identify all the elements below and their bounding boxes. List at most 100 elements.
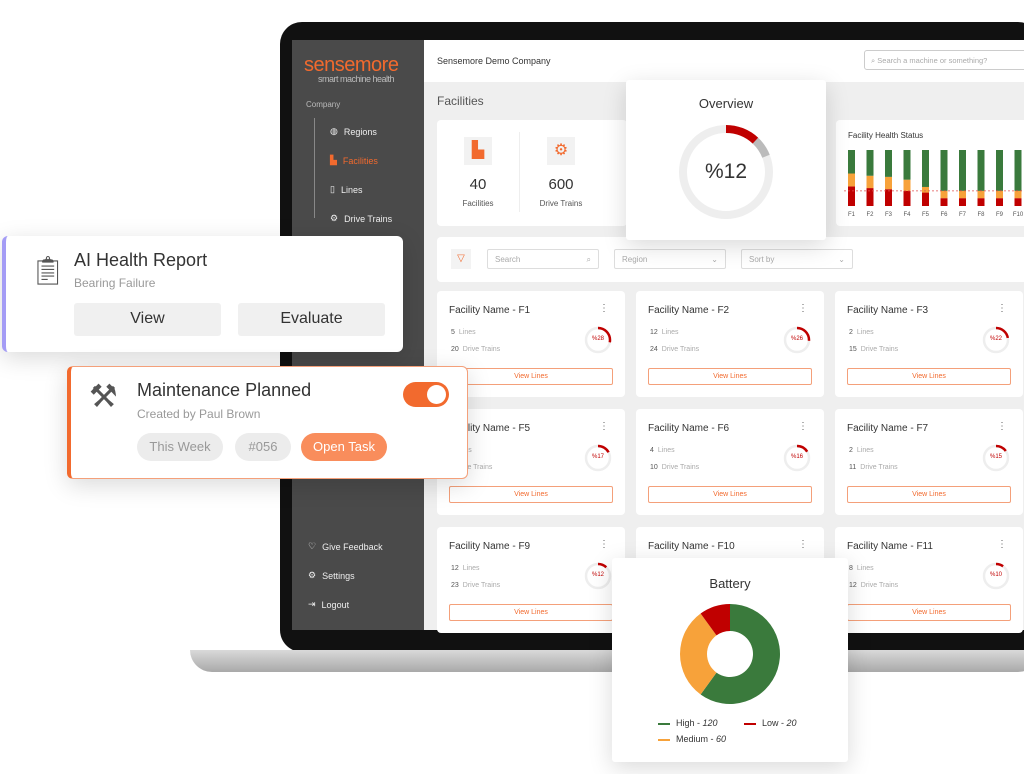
legend-low: Low - 20 — [744, 718, 797, 728]
value: 12 — [849, 582, 857, 589]
more-options-icon[interactable]: ⋮ — [599, 539, 609, 550]
label: Drive Trains — [462, 582, 501, 589]
value: 24 — [650, 346, 658, 353]
factory-icon: ▙ — [464, 137, 492, 165]
bar-segment — [922, 150, 929, 187]
placeholder: Region — [622, 255, 648, 264]
view-lines-button[interactable]: View Lines — [648, 486, 812, 503]
view-lines-button[interactable]: View Lines — [648, 368, 812, 385]
facility-card: Facility Name - F1 ⋮ 5 Lines 20 Drive Trai… — [437, 291, 625, 397]
label: Settings — [322, 570, 355, 581]
view-lines-button[interactable]: View Lines — [449, 486, 613, 503]
facility-name: Facility Name - F11 — [847, 541, 933, 552]
label: Drive Trains — [462, 346, 501, 353]
settings-link[interactable]: ⚙ Settings — [308, 570, 355, 581]
bar-segment — [1014, 198, 1022, 206]
x-tick-label: F3 — [885, 212, 893, 218]
facility-name: Facility Name - F1 — [449, 305, 531, 316]
label: Regions — [343, 126, 377, 137]
health-chart: F1 F2 F3 F4 F5 F6 F7 F8 F9 F10 — [844, 150, 1024, 218]
health-percent: %17 — [591, 454, 604, 460]
search-icon: ⌕ — [586, 255, 591, 264]
give-feedback-link[interactable]: ♡ Give Feedback — [308, 541, 383, 552]
more-options-icon[interactable]: ⋮ — [798, 303, 808, 314]
bar-segment — [959, 150, 966, 191]
donut-slice-low — [700, 604, 730, 636]
bar-segment — [940, 198, 948, 206]
drive-trains-count: 12 Drive Trains — [849, 582, 898, 589]
more-options-icon[interactable]: ⋮ — [997, 303, 1007, 314]
bar-segment — [903, 190, 911, 206]
value: 15 — [849, 346, 857, 353]
bar-segment — [848, 186, 855, 206]
maintenance-toggle[interactable] — [403, 382, 449, 407]
more-options-icon[interactable]: ⋮ — [798, 539, 808, 550]
bar-segment — [959, 190, 966, 199]
value: 2 — [849, 329, 853, 336]
value: 2 — [849, 447, 853, 454]
bar-segment — [903, 150, 911, 180]
bar-segment — [977, 190, 985, 199]
label: Lines — [462, 565, 480, 572]
drivetrain-icon: ⚙ — [547, 137, 575, 165]
filter-bar: ▽ Search ⌕ Region ⌄ Sort by ⌄ — [437, 237, 1024, 282]
facility-name: Facility Name - F7 — [847, 423, 929, 434]
lines-count: 4 Lines — [650, 447, 675, 454]
ai-card-subtitle: Bearing Failure — [74, 276, 156, 290]
global-search-input[interactable]: ⌕ Search a machine or something? — [864, 50, 1024, 70]
facility-name: Facility Name - F6 — [648, 423, 730, 434]
value: 12 — [451, 565, 459, 572]
label: Drive Trains — [860, 464, 898, 471]
bar-segment — [922, 192, 929, 206]
label: Drive Trains — [455, 464, 493, 471]
top-header: Sensemore Demo Company ⌕ Search a machin… — [424, 40, 1024, 82]
health-percent: %16 — [790, 454, 803, 460]
sort-select[interactable]: Sort by ⌄ — [741, 249, 853, 269]
view-lines-button[interactable]: View Lines — [847, 486, 1011, 503]
search-input[interactable]: Search ⌕ — [487, 249, 599, 269]
value: 23 — [451, 582, 459, 589]
more-options-icon[interactable]: ⋮ — [997, 539, 1007, 550]
legend-value: 60 — [716, 734, 727, 744]
view-lines-button[interactable]: View Lines — [847, 604, 1011, 621]
open-task-button[interactable]: Open Task — [301, 433, 387, 461]
facilities-count: 40 — [469, 176, 487, 193]
tree-line — [314, 118, 315, 218]
label: Lines — [856, 447, 874, 454]
x-tick-label: F9 — [996, 212, 1004, 218]
overview-value: %12 — [704, 160, 748, 183]
health-percent: %22 — [989, 336, 1002, 342]
maintenance-card: ⚒ Maintenance Planned Created by Paul Br… — [67, 366, 468, 479]
health-chart-title: Facility Health Status — [848, 131, 924, 140]
logout-link[interactable]: ⇥ Logout — [308, 599, 349, 610]
view-button[interactable]: View — [74, 303, 221, 336]
view-lines-button[interactable]: View Lines — [449, 368, 613, 385]
facilities-label: Facilities — [462, 199, 494, 208]
lines-count: 5 Lines — [451, 329, 476, 336]
filter-icon[interactable]: ▽ — [451, 249, 471, 269]
drive-trains-count: 23 Drive Trains — [451, 582, 500, 589]
sidebar-item-regions[interactable]: ◍ Regions — [330, 126, 377, 137]
region-select[interactable]: Region ⌄ — [614, 249, 726, 269]
more-options-icon[interactable]: ⋮ — [599, 303, 609, 314]
gear-icon: ⚙ — [308, 570, 317, 580]
more-options-icon[interactable]: ⋮ — [798, 421, 808, 432]
maintenance-title: Maintenance Planned — [137, 380, 312, 400]
facility-card: Facility Name - F5 ⋮ Lines Drive Trains … — [437, 409, 625, 515]
value: 20 — [451, 346, 459, 353]
bar-segment — [866, 188, 874, 206]
sidebar-item-facilities[interactable]: ▙ Facilities — [330, 155, 378, 166]
drive-trains-count: 600 — [548, 176, 574, 193]
evaluate-button[interactable]: Evaluate — [238, 303, 385, 336]
globe-icon: ◍ — [330, 126, 338, 136]
view-lines-button[interactable]: View Lines — [449, 604, 613, 621]
bar-segment — [885, 176, 892, 190]
more-options-icon[interactable]: ⋮ — [599, 421, 609, 432]
sidebar-item-lines[interactable]: ▯ Lines — [330, 184, 362, 195]
more-options-icon[interactable]: ⋮ — [997, 421, 1007, 432]
view-lines-button[interactable]: View Lines — [847, 368, 1011, 385]
sidebar-item-drive-trains[interactable]: ⚙ Drive Trains — [330, 213, 392, 224]
lines-count: 2 Lines — [849, 329, 874, 336]
bar-segment — [866, 150, 874, 176]
donut-slice-high — [700, 604, 780, 704]
